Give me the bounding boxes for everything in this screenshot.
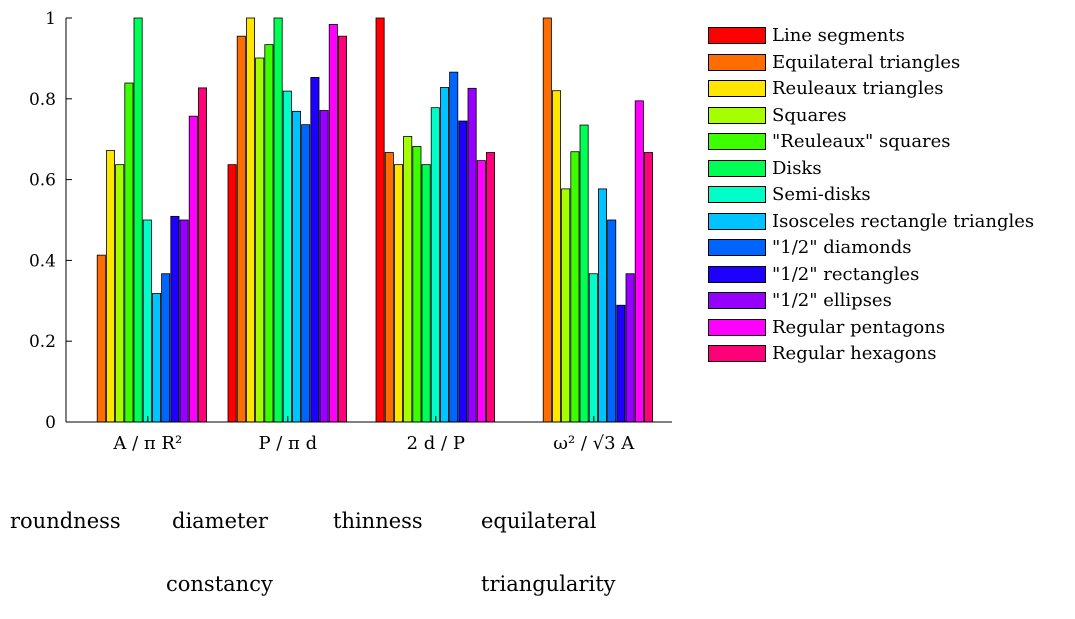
bar — [255, 57, 265, 423]
bar — [188, 115, 198, 423]
category-caption: constancy — [166, 572, 273, 596]
legend-label: Disks — [772, 157, 822, 179]
legend-swatch — [708, 53, 766, 71]
bar — [485, 152, 495, 423]
bar — [476, 160, 486, 423]
legend-label: Isosceles rectangle triangles — [772, 210, 1035, 232]
legend-swatch — [708, 27, 766, 44]
y-tick-label: 0.8 — [29, 90, 56, 110]
legend-swatch — [708, 345, 766, 362]
bar — [236, 35, 246, 423]
bar — [96, 254, 106, 423]
bar — [170, 215, 180, 423]
bar — [579, 124, 589, 423]
legend-swatch — [708, 106, 766, 124]
legend-swatch — [708, 159, 766, 177]
bar — [133, 17, 143, 423]
bar — [319, 110, 329, 423]
category-caption: diameter — [172, 509, 268, 533]
legend-swatch — [708, 186, 766, 203]
category-caption: equilateral — [481, 509, 597, 533]
legend-label: "Reuleaux" squares — [772, 131, 951, 152]
bar — [439, 87, 449, 423]
bar — [273, 17, 283, 423]
bar — [197, 87, 207, 423]
bar — [393, 164, 403, 423]
legend-label: "1/2" rectangles — [772, 263, 920, 285]
bar — [625, 273, 635, 423]
legend-swatch — [708, 239, 766, 256]
legend-label: "1/2" diamonds — [772, 237, 912, 258]
bar — [124, 82, 134, 423]
x-category-label: ω² / √3 A — [553, 433, 635, 454]
bar — [245, 17, 255, 423]
legend-swatch — [708, 80, 766, 97]
category-caption: thinness — [333, 509, 423, 533]
bar — [449, 71, 459, 423]
bar — [161, 273, 171, 423]
x-category-label: P / π d — [258, 433, 317, 454]
bar — [227, 164, 237, 423]
bar — [542, 17, 552, 423]
bar — [430, 107, 440, 423]
legend-label: Reuleaux triangles — [772, 78, 944, 99]
category-caption: triangularity — [481, 572, 616, 596]
bar — [616, 304, 626, 423]
axes-layer: 0 0.2 0.4 0.6 0.8 1 A / π R² P / π d 2 d / P ω² /… — [29, 9, 672, 454]
bar — [607, 219, 617, 423]
bar — [282, 90, 292, 423]
bar — [291, 110, 301, 423]
bar — [644, 152, 654, 423]
bar — [467, 87, 477, 423]
bar — [264, 44, 274, 423]
legend-swatch — [708, 133, 766, 150]
bar — [142, 219, 152, 423]
legend-swatch — [708, 318, 766, 336]
legend-swatch — [708, 292, 766, 309]
y-tick-label: 0 — [45, 413, 56, 433]
legend-swatch — [708, 212, 766, 230]
category-caption: roundness — [10, 509, 121, 533]
bar — [588, 273, 598, 423]
bar — [115, 164, 125, 423]
y-tick-label: 0.2 — [29, 332, 56, 352]
legend-label: Regular hexagons — [772, 343, 937, 364]
bar — [412, 146, 422, 423]
bar — [634, 100, 644, 423]
legend-label: Equilateral triangles — [772, 51, 961, 73]
legend-label: Semi-disks — [772, 184, 871, 205]
legend-label: Squares — [772, 104, 847, 126]
bar — [458, 120, 468, 423]
bar — [375, 17, 385, 423]
bar — [403, 135, 413, 423]
x-category-label: 2 d / P — [407, 433, 465, 454]
legend-swatch — [708, 265, 766, 283]
bar — [561, 188, 571, 423]
bar — [552, 90, 562, 423]
bar — [337, 35, 347, 423]
legend-label: "1/2" ellipses — [772, 290, 892, 311]
bar — [570, 151, 580, 423]
legend-label: Regular pentagons — [772, 316, 946, 338]
bar — [598, 188, 608, 423]
bar — [179, 219, 189, 423]
bar — [301, 124, 311, 423]
bar — [328, 24, 338, 423]
bar — [384, 152, 394, 423]
x-category-label: A / π R² — [112, 433, 182, 454]
bar — [106, 150, 116, 423]
y-tick-label: 0.6 — [29, 171, 56, 191]
bar — [151, 293, 161, 423]
bar — [310, 76, 320, 423]
legend-label: Line segments — [772, 25, 905, 46]
bars-layer — [96, 17, 654, 423]
bar — [421, 164, 431, 423]
y-tick-label: 0.4 — [29, 251, 56, 271]
y-tick-label: 1 — [45, 9, 56, 29]
